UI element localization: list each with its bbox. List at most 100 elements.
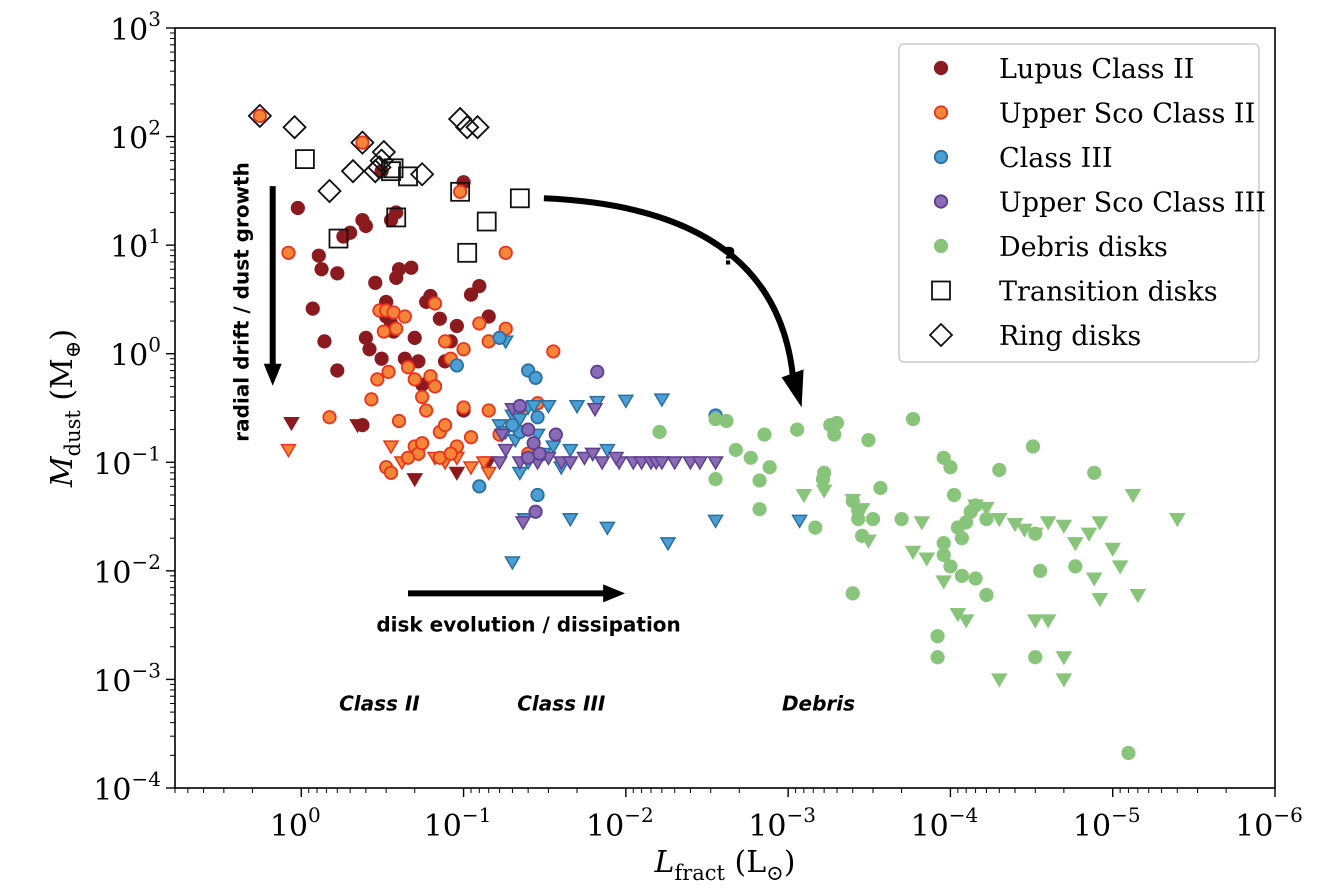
data-point [449,358,464,373]
ring-disk-marker [350,130,375,155]
upper-limit-point [607,451,625,466]
data-point [979,587,994,603]
ring-disk-markers [247,103,490,204]
data-point [1028,526,1043,541]
data-point [463,430,479,445]
upper-limit-point [1055,519,1073,534]
data-point [389,321,404,336]
evolution-arrow-head [603,584,626,603]
legend-label: Upper Sco Class III [999,188,1266,219]
data-point [954,531,969,546]
data-point [311,248,326,263]
data-point [492,330,507,345]
upper-limit-point [666,456,684,471]
ring-disk-marker [367,155,392,180]
legend-entry: Lupus Class II [933,54,1194,85]
x-tick-label: 10−1 [424,803,492,844]
series-upper-sco-class-ii [280,245,561,481]
data-point [528,504,543,519]
data-point [415,389,430,405]
region-label: Class II [339,691,420,715]
data-point [954,568,969,583]
data-point [427,296,443,311]
data-point [381,364,396,379]
legend-entry: Class III [933,143,1113,174]
upper-limit-point [913,516,931,531]
upper-limit-point [815,484,833,499]
upper-limit-point [599,521,616,536]
data-point [790,422,805,437]
transition-disk-marker [386,207,407,228]
y-tick-label: 10−1 [93,441,161,482]
data-point [992,462,1007,478]
drift-arrow-label: radial drift / dust growth [230,162,254,442]
transition-disk-marker [457,242,478,263]
data-point [364,392,379,407]
data-point [752,473,767,488]
data-point [305,301,320,316]
plot-frame [174,27,1276,789]
data-point [362,342,377,357]
data-point [411,354,426,369]
upper-limit-point [491,456,508,471]
data-point [397,309,412,324]
legend-entry: Debris disks [933,232,1168,263]
data-point [376,324,391,339]
transition-disk-marker [509,188,530,209]
data-point [845,586,860,601]
ring-disk-marker [247,103,273,129]
upper-limit-point [617,394,635,409]
upper-limit-point [1055,651,1073,666]
data-point [472,479,487,494]
data-point [481,403,496,418]
transition-disk-marker [328,228,349,249]
transition-disk-marker [476,211,497,232]
data-point [652,424,667,440]
data-point [743,450,758,465]
upper-limit-point [584,447,602,462]
data-point [532,446,547,461]
upper-limit-point [406,473,424,488]
data-point [404,260,419,275]
data-point [383,465,399,480]
upper-limit-point [1085,572,1103,587]
data-point [827,427,842,442]
data-point [979,511,994,527]
legend-circle-marker [933,194,949,209]
upper-limit-point [707,456,724,471]
upper-limit-point [491,419,508,434]
upper-limit-point [1111,560,1129,575]
upper-limit-point [795,488,813,504]
legend-label: Lupus Class II [999,54,1194,85]
data-point [530,410,545,425]
y-tick-label: 10−2 [93,550,161,591]
upper-limit-point [1026,614,1044,629]
legend-label: Upper Sco Class II [999,99,1255,130]
upper-limit-point [568,399,586,415]
upper-limit-point [382,440,400,455]
data-point [719,413,734,429]
data-point [817,465,832,480]
data-point [1025,439,1041,454]
upper-limit-point [1016,523,1033,538]
upper-limit-point [1091,593,1109,608]
data-point [894,511,909,527]
legend-circle-marker [933,238,949,254]
legend-diamond-marker [928,322,954,348]
legend-circle-marker [933,105,949,120]
annotations: radial drift / dust growth disk evolution… [230,162,855,715]
data-point [1028,650,1043,665]
ring-disk-marker [465,114,490,140]
data-point [437,334,453,349]
data-point [400,360,416,375]
data-point [905,411,921,427]
upper-limit-point [707,514,724,529]
y-tick-label: 100 [110,333,161,374]
x-tick-label: 100 [270,803,321,844]
ring-disk-marker [340,158,366,184]
upper-limit-point [280,443,297,459]
y-tick-label: 101 [110,224,161,265]
data-point [407,372,422,387]
data-point [851,503,866,518]
question-mark-label: ? [722,242,736,270]
